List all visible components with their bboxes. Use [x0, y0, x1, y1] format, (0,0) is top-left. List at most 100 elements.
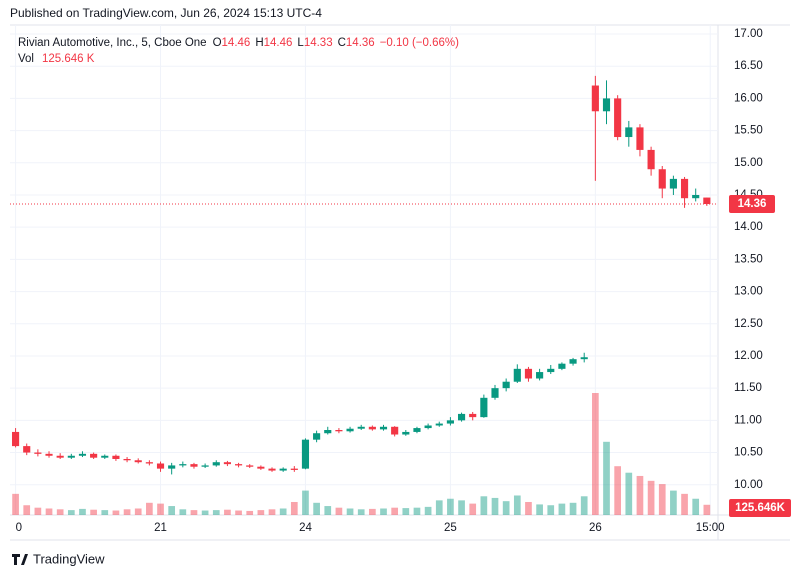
candle-body [313, 433, 321, 440]
candle-body [34, 452, 42, 454]
ohlc-value: 14.36 [346, 37, 375, 49]
volume-bar [134, 508, 142, 515]
volume-bar [112, 510, 120, 515]
candle-body [524, 368, 533, 379]
ohlc-key: H [255, 37, 263, 49]
volume-bar [513, 495, 521, 515]
volume-bar [257, 510, 265, 515]
volume-bar [558, 503, 566, 515]
volume-bar [357, 509, 365, 515]
volume-bar [569, 502, 577, 515]
volume-bar [447, 498, 454, 515]
x-tick-label: 0 [16, 522, 22, 534]
candle-body [480, 397, 488, 418]
candle-body [168, 465, 176, 469]
volume-bar [547, 505, 555, 515]
candle-body [23, 446, 31, 453]
volume-bar [469, 503, 477, 515]
y-tick-label: 16.50 [734, 60, 763, 72]
published-note: Published on TradingView.com, Jun 26, 20… [10, 6, 322, 20]
volume-bar [335, 507, 343, 515]
grid [10, 25, 718, 515]
volume-bar [536, 504, 543, 515]
volume-bar [279, 508, 287, 515]
y-tick-label: 13.00 [734, 286, 763, 298]
volume-bar [302, 490, 309, 515]
candle-body [335, 430, 343, 432]
y-tick-label: 15.00 [734, 157, 763, 169]
candle-body [413, 428, 421, 432]
volume-bar [67, 510, 75, 515]
candle-body [123, 458, 131, 461]
candle-body [301, 439, 310, 469]
candle-body [636, 127, 644, 150]
candle-body [357, 426, 365, 429]
candle-body [346, 428, 354, 432]
candle-body [179, 464, 187, 466]
candle-body [279, 468, 287, 471]
volume-bar [625, 472, 633, 515]
candle-body [669, 178, 677, 189]
y-tick-label: 14.00 [734, 221, 763, 233]
brand: TradingView [12, 551, 105, 566]
last-price-box [729, 195, 775, 214]
candle-body [379, 426, 388, 430]
volume-bar [56, 509, 64, 515]
candle-body [101, 455, 109, 458]
ohlc-value: 14.46 [264, 37, 293, 49]
volume-bar [681, 493, 688, 515]
volume-bar [424, 506, 432, 515]
volume-bar [45, 508, 53, 515]
volume-bar [525, 501, 532, 515]
candle-body [201, 465, 209, 467]
candle-body [391, 426, 399, 435]
volume-bar [502, 501, 510, 515]
y-tick-label: 15.50 [734, 125, 763, 137]
volume-bar [123, 509, 131, 515]
volume-bar [491, 497, 499, 515]
volume-bar [90, 509, 97, 515]
vol-value: 125.646 K [42, 53, 95, 65]
candle-body [90, 453, 98, 458]
x-tick-label: 26 [589, 522, 602, 534]
candle-body [435, 423, 443, 426]
ohlc-key: L [297, 37, 304, 49]
volume-bar [670, 490, 677, 515]
candle-body [491, 388, 499, 398]
volume-bar [313, 502, 320, 515]
change: −0.10 (−0.66%) [380, 37, 459, 49]
ohlc-value: 14.46 [222, 37, 251, 49]
candle-body [234, 464, 243, 466]
y-tick-label: 10.50 [734, 447, 763, 459]
volume-bar [480, 496, 488, 515]
ohlc-key: O [213, 37, 222, 49]
candle-body [67, 455, 75, 458]
candle-body [580, 357, 588, 360]
candle-body [156, 463, 165, 469]
volume-bar [179, 509, 187, 515]
volume-bar [190, 510, 198, 515]
candle-body [692, 194, 700, 199]
candle-body [446, 420, 454, 424]
candle-body [223, 462, 231, 465]
y-tick-label: 12.00 [734, 350, 763, 362]
candle-body [625, 127, 633, 138]
volume-bar [636, 475, 644, 515]
candle-body [190, 464, 198, 467]
candle-body [558, 363, 566, 369]
candle-body [591, 85, 599, 112]
volume-bar [268, 509, 276, 515]
volume-bar [79, 508, 86, 515]
candle-body [614, 98, 622, 138]
volume-bar [658, 484, 666, 515]
candle-body [324, 430, 332, 434]
candle-body [45, 453, 53, 456]
candle-body [547, 368, 555, 373]
volume-bar [324, 506, 332, 515]
volume-bar [614, 466, 621, 515]
volume-bar [146, 502, 153, 515]
y-tick-label: 12.50 [734, 318, 763, 330]
y-tick-label: 17.00 [734, 28, 763, 40]
volume-bar [246, 510, 254, 515]
